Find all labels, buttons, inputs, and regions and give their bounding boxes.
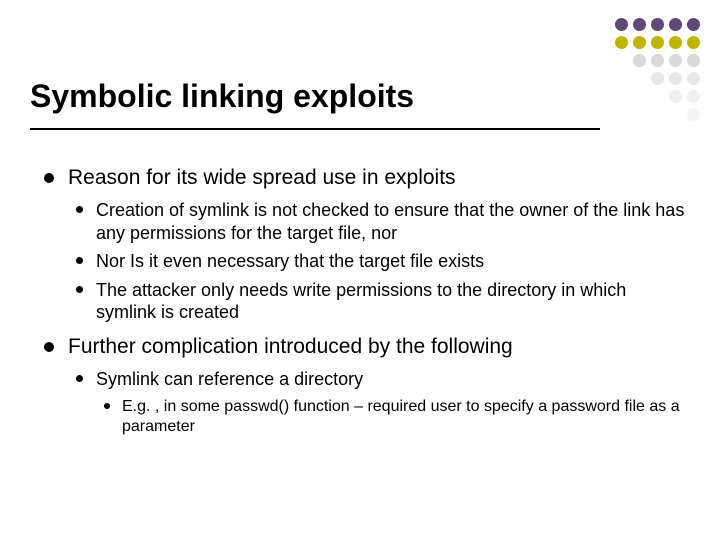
- bullet-list: Reason for its wide spread use in exploi…: [40, 165, 690, 437]
- bullet-item: Further complication introduced by the f…: [40, 334, 690, 437]
- bullet-item: The attacker only needs write permission…: [68, 279, 690, 324]
- slide-title: Symbolic linking exploits: [30, 78, 414, 115]
- bullet-text: Nor Is it even necessary that the target…: [96, 251, 484, 271]
- bullet-text: Reason for its wide spread use in exploi…: [68, 166, 456, 189]
- title-underline: [30, 128, 600, 130]
- decor-dot: [687, 72, 700, 85]
- decor-dot: [651, 72, 664, 85]
- corner-dot-grid: [610, 18, 700, 126]
- decor-dot: [651, 108, 664, 121]
- slide: Symbolic linking exploits Reason for its…: [0, 0, 720, 540]
- decor-dot: [633, 108, 646, 121]
- bullet-list: Creation of symlink is not checked to en…: [68, 199, 690, 324]
- decor-dot: [615, 72, 628, 85]
- decor-dot: [615, 108, 628, 121]
- bullet-item: E.g. , in some passwd() function – requi…: [96, 397, 690, 437]
- bullet-item: Reason for its wide spread use in exploi…: [40, 165, 690, 324]
- decor-dot: [669, 54, 682, 67]
- decor-dot: [687, 18, 700, 31]
- decor-dot: [687, 108, 700, 121]
- decor-dot: [669, 90, 682, 103]
- decor-dot: [669, 72, 682, 85]
- bullet-list: E.g. , in some passwd() function – requi…: [96, 397, 690, 437]
- bullet-text: E.g. , in some passwd() function – requi…: [122, 398, 680, 435]
- decor-dot: [633, 18, 646, 31]
- decor-dot: [687, 36, 700, 49]
- bullet-list: Symlink can reference a directory E.g. , …: [68, 368, 690, 437]
- decor-dot: [669, 36, 682, 49]
- decor-dot: [651, 18, 664, 31]
- bullet-text: Symlink can reference a directory: [96, 369, 363, 389]
- decor-dot: [651, 54, 664, 67]
- decor-dot: [633, 36, 646, 49]
- decor-dot: [651, 90, 664, 103]
- decor-dot: [669, 18, 682, 31]
- decor-dot: [687, 54, 700, 67]
- bullet-item: Symlink can reference a directory E.g. , …: [68, 368, 690, 437]
- decor-dot: [615, 36, 628, 49]
- decor-dot: [633, 72, 646, 85]
- slide-body: Reason for its wide spread use in exploi…: [40, 165, 690, 447]
- bullet-item: Nor Is it even necessary that the target…: [68, 250, 690, 273]
- decor-dot: [633, 90, 646, 103]
- bullet-item: Creation of symlink is not checked to en…: [68, 199, 690, 244]
- decor-dot: [615, 18, 628, 31]
- decor-dot: [615, 54, 628, 67]
- decor-dot: [651, 36, 664, 49]
- bullet-text: Creation of symlink is not checked to en…: [96, 200, 684, 243]
- bullet-text: The attacker only needs write permission…: [96, 280, 626, 323]
- decor-dot: [669, 108, 682, 121]
- decor-dot: [687, 90, 700, 103]
- bullet-text: Further complication introduced by the f…: [68, 335, 513, 358]
- decor-dot: [633, 54, 646, 67]
- decor-dot: [615, 90, 628, 103]
